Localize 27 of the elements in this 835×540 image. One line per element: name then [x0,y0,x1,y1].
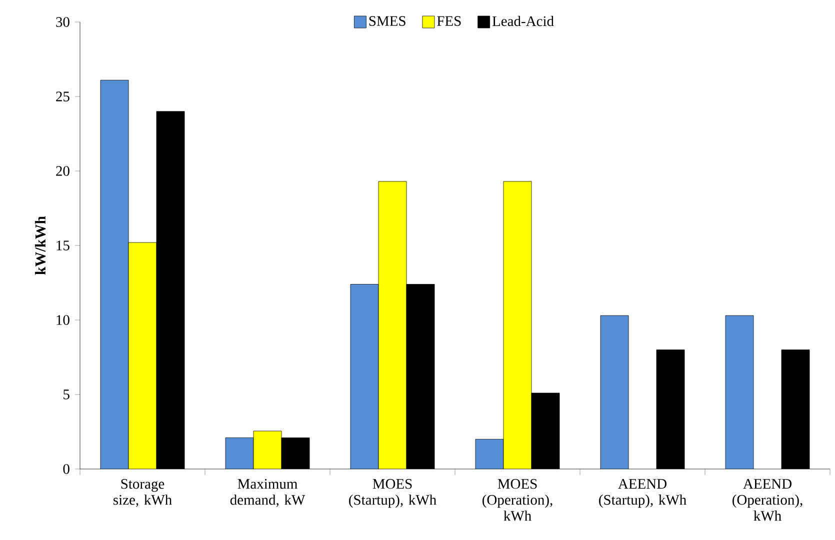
bar [128,242,156,469]
x-tick-label: AEEND (Startup), kWh [599,479,686,508]
legend-label: SMES [369,16,406,26]
y-tick-label: 0 [63,464,70,474]
y-tick-label: 20 [56,166,70,176]
bar [100,80,128,469]
y-tick-label: 15 [56,240,70,250]
legend-label: Lead-Acid [492,16,554,26]
y-tick-label: 30 [56,17,70,27]
y-tick-label: 5 [64,390,70,400]
bar [226,438,254,469]
bar [503,181,532,469]
x-tick-label: Maximum demand, kW [230,479,306,507]
bar [378,181,407,469]
y-tick-label: 25 [56,92,70,102]
y-tick-label: 10 [56,315,70,325]
y-axis-title: kW/kWh [34,216,46,275]
bar [725,315,754,469]
bar [254,431,282,469]
legend-label: FES [437,16,461,26]
bar [476,439,504,469]
bar [350,284,379,469]
x-tick-label: AEEND (Operation), kWh [732,479,802,521]
x-tick-label: Storage size, kWh [114,479,172,507]
x-tick-label: MOES (Operation), kWh [482,479,552,521]
x-tick-label: MOES (Startup), kWh [349,479,436,508]
bar [600,316,629,469]
